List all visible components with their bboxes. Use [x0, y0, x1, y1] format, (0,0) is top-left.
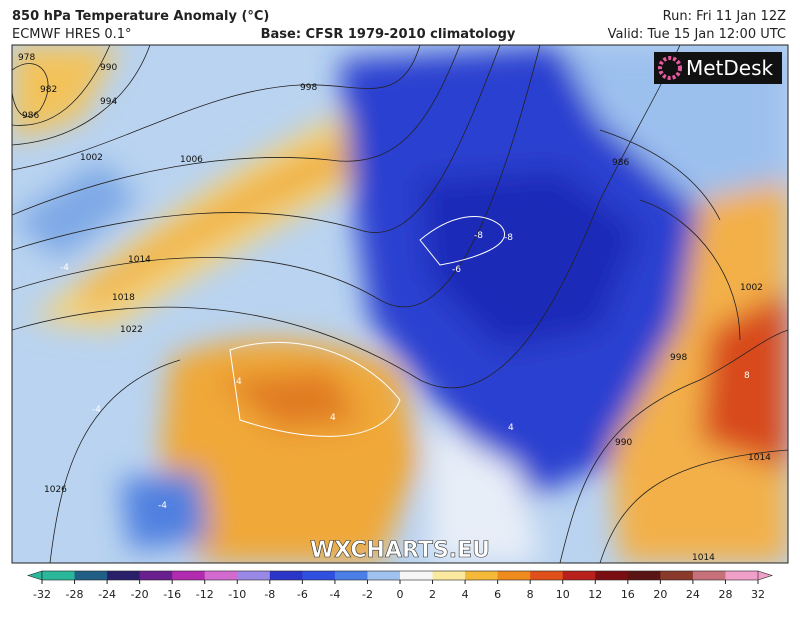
anomaly-label: -8 — [504, 233, 513, 243]
map — [12, 45, 788, 563]
colorbar-segment — [204, 571, 238, 580]
anomaly-label: -4 — [60, 263, 69, 273]
isobars — [12, 45, 788, 563]
colorbar-tick-label: 6 — [494, 588, 501, 601]
colorbar-segment — [302, 571, 336, 580]
colorbar-tick-label: -16 — [163, 588, 181, 601]
anomaly-label: -4 — [92, 405, 101, 415]
colorbar-tick-label: 28 — [718, 588, 732, 601]
title: 850 hPa Temperature Anomaly (°C) — [12, 9, 269, 24]
colorbar-segment — [269, 571, 303, 580]
isobar-label: 1002 — [740, 283, 763, 293]
isobar-label: 990 — [100, 63, 117, 73]
isobar-label: 1022 — [120, 325, 143, 335]
isobar-label: 982 — [40, 85, 57, 95]
colorbar: -32 -28 -24 -20 -16 -12 -10 -8 -6 -4 -2 0 2 4 6 8 10 12 16… — [27, 570, 773, 601]
watermark: WXCHARTS.EU — [310, 538, 490, 563]
model: ECMWF HRES 0.1° — [12, 27, 132, 42]
colorbar-tick-label: -4 — [329, 588, 340, 601]
isobar-label: 1014 — [692, 553, 715, 563]
isobar-label: 1014 — [128, 255, 151, 265]
isobar-label: 986 — [612, 158, 629, 168]
anomaly-label: -8 — [474, 231, 483, 241]
colorbar-segment — [237, 571, 271, 580]
colorbar-tick-label: 0 — [397, 588, 404, 601]
colorbar-segment — [562, 571, 596, 580]
colorbar-segment — [107, 571, 141, 580]
colorbar-tick-label: 2 — [429, 588, 436, 601]
colorbar-tick-label: -10 — [228, 588, 246, 601]
colorbar-segment — [400, 571, 434, 580]
colorbar-tick-label: 24 — [686, 588, 700, 601]
colorbar-tick-label: 8 — [527, 588, 534, 601]
colorbar-low-extend — [27, 570, 43, 581]
colorbar-tick-label: -28 — [66, 588, 84, 601]
isobar-label: 998 — [300, 83, 317, 93]
anomaly-field — [12, 45, 788, 563]
valid: Valid: Tue 15 Jan 12:00 UTC — [608, 27, 786, 42]
isobar-label: 1006 — [180, 155, 203, 165]
anomaly-label: 8 — [744, 371, 750, 381]
anomaly-label: 4 — [330, 413, 336, 423]
logo-icon — [658, 56, 682, 80]
colorbar-tick-label: 12 — [588, 588, 602, 601]
colorbar-segment — [627, 571, 661, 580]
colorbar-segment — [497, 571, 531, 580]
colorbar-segment — [660, 571, 694, 580]
colorbar-tick-label: -6 — [297, 588, 308, 601]
isobar-label: 1026 — [44, 485, 67, 495]
colorbar-tick-label: 32 — [751, 588, 765, 601]
colorbar-segment — [334, 571, 368, 580]
colorbar-tick-label: -24 — [98, 588, 116, 601]
colorbar-segment — [139, 571, 173, 580]
isobar-label: 1002 — [80, 153, 103, 163]
colorbar-segment — [42, 571, 76, 580]
logo: MetDesk — [686, 56, 774, 80]
anomaly-label: -4 — [158, 501, 167, 511]
isobar-label: 978 — [18, 53, 35, 63]
isobar-label: 994 — [100, 97, 117, 107]
colorbar-segment — [725, 571, 759, 580]
colorbar-tick-label: -12 — [196, 588, 214, 601]
colorbar-segment — [172, 571, 206, 580]
colorbar-segment — [465, 571, 499, 580]
colorbar-segment — [74, 571, 108, 580]
base: Base: CFSR 1979-2010 climatology — [261, 27, 516, 42]
colorbar-segment — [692, 571, 726, 580]
isobar-label: 998 — [670, 353, 687, 363]
colorbar-high-extend — [757, 570, 773, 581]
colorbar-segment — [432, 571, 466, 580]
colorbar-tick-label: -32 — [33, 588, 51, 601]
colorbar-tick-label: -8 — [264, 588, 275, 601]
anomaly-label: -6 — [452, 265, 461, 275]
anomaly-label: 4 — [236, 377, 242, 387]
colorbar-tick-label: -2 — [362, 588, 373, 601]
isobar-label: 986 — [22, 111, 39, 121]
colorbar-segment — [595, 571, 629, 580]
colorbar-tick-label: -20 — [131, 588, 149, 601]
anomaly-label: 4 — [508, 423, 514, 433]
colorbar-segment — [367, 571, 401, 580]
colorbar-tick-label: 20 — [653, 588, 667, 601]
map-frame — [11, 44, 789, 564]
colorbar-segment — [530, 571, 564, 580]
run: Run: Fri 11 Jan 12Z — [663, 9, 786, 24]
colorbar-tick-label: 16 — [621, 588, 635, 601]
isobar-label: 990 — [615, 438, 632, 448]
isobar-label: 1014 — [748, 453, 771, 463]
colorbar-tick-label: 10 — [556, 588, 570, 601]
colorbar-tick-label: 4 — [462, 588, 469, 601]
isobar-label: 1018 — [112, 293, 135, 303]
